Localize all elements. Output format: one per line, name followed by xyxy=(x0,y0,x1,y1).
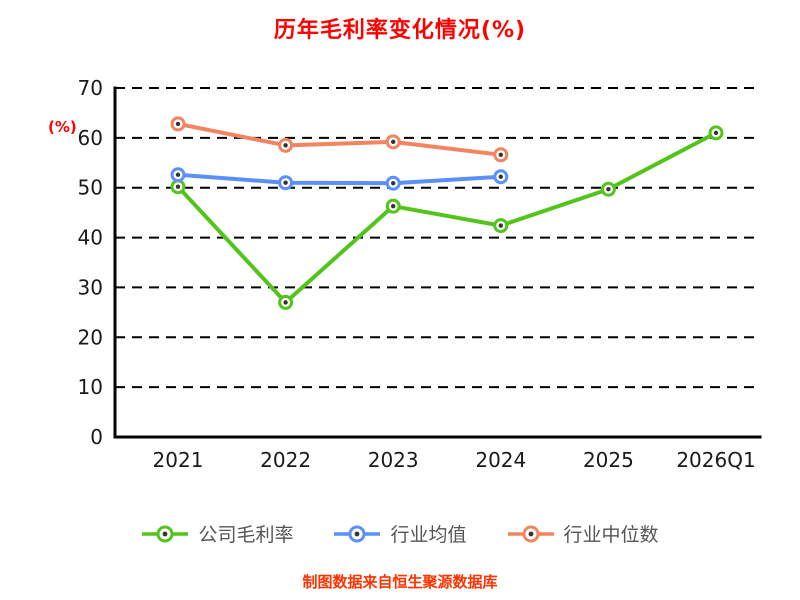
axis-line xyxy=(113,86,762,439)
y-tick-label: 0 xyxy=(90,425,103,449)
legend-marker-icon xyxy=(142,525,189,542)
series-line xyxy=(176,121,503,157)
y-tick-label: 40 xyxy=(78,226,103,250)
y-tick-label: 10 xyxy=(78,375,103,399)
data-point-center xyxy=(391,203,396,209)
chart-title: 历年毛利率变化情况(%) xyxy=(273,18,527,43)
legend-item-1[interactable]: 行业均值 xyxy=(333,520,467,547)
chart-legend: 公司毛利率 行业均值 行业中位数 xyxy=(0,520,800,547)
x-tick-label: 2025 xyxy=(583,448,634,472)
x-tick-label: 2022 xyxy=(260,448,311,472)
data-point-center xyxy=(391,139,396,145)
legend-item-2[interactable]: 行业中位数 xyxy=(507,520,659,547)
y-tick-label: 60 xyxy=(78,126,103,150)
data-point-center xyxy=(283,300,288,305)
x-tick-label: 2024 xyxy=(475,448,526,472)
legend-label: 行业均值 xyxy=(390,524,467,546)
legend-label: 行业中位数 xyxy=(563,524,659,546)
data-point-center xyxy=(713,130,719,136)
x-tick-label: 2021 xyxy=(153,448,204,472)
data-point-center xyxy=(498,152,503,158)
data-point-center xyxy=(175,172,181,177)
y-tick-label: 70 xyxy=(78,76,103,100)
legend-item-0[interactable]: 公司毛利率 xyxy=(141,520,293,547)
legend-marker-icon xyxy=(334,525,381,542)
y-tick-label: 50 xyxy=(78,176,103,200)
data-point-center xyxy=(175,184,181,189)
data-point-center xyxy=(391,181,396,186)
data-point-center xyxy=(498,174,503,179)
y-axis-unit-label: (%) xyxy=(48,118,77,136)
data-point-center xyxy=(606,187,611,192)
data-point-center xyxy=(175,121,181,127)
chart-footnote: 制图数据来自恒生聚源数据库 xyxy=(302,573,498,591)
series-line xyxy=(176,130,718,305)
legend-label: 公司毛利率 xyxy=(198,524,294,546)
x-tick-label: 2023 xyxy=(368,448,419,472)
data-point-center xyxy=(283,143,288,148)
x-tick-label: 2026Q1 xyxy=(676,448,755,472)
legend-marker-icon xyxy=(507,525,554,542)
data-point-center xyxy=(283,180,288,185)
data-point-center xyxy=(498,223,503,228)
y-tick-label: 30 xyxy=(78,275,103,299)
y-tick-label: 20 xyxy=(78,325,103,349)
series-line xyxy=(176,172,503,186)
